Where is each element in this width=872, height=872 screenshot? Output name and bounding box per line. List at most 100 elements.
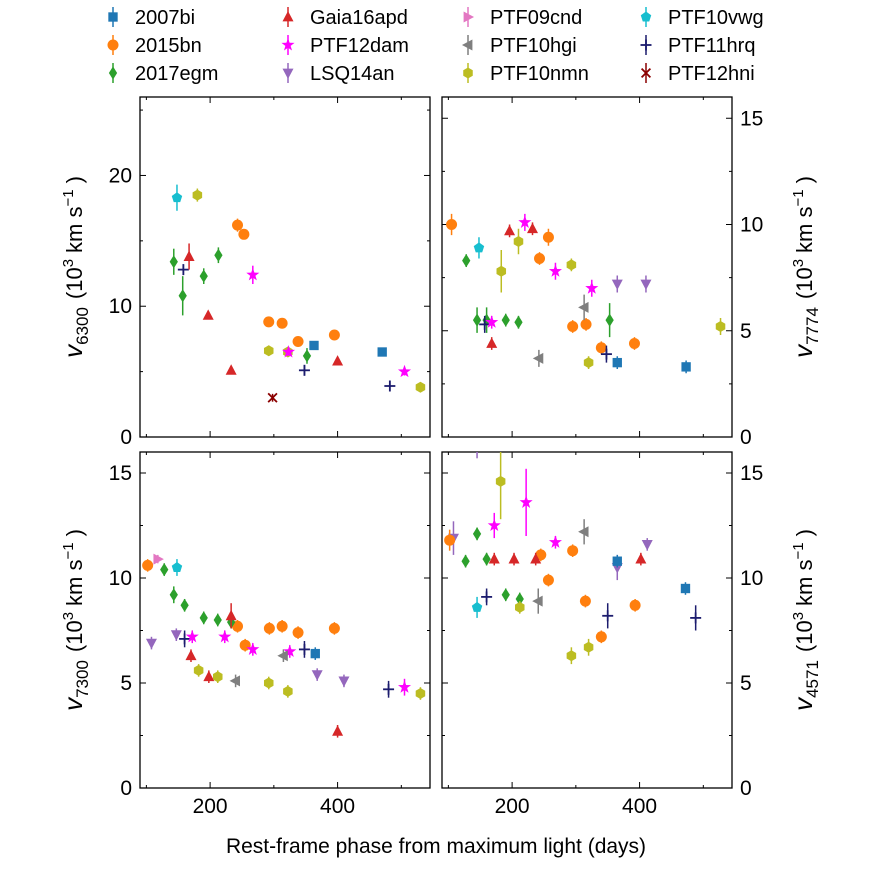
series-ptf09cnd (153, 553, 164, 565)
ticks (442, 452, 732, 789)
y-axis-label-part: km s (792, 560, 817, 606)
legend: 2007bi Gaia16apd PTF09cnd PTF10vwg 2015bn PTF… (107, 7, 764, 85)
series-ptf12dam (185, 629, 412, 696)
y-tick-label: 20 (109, 164, 132, 187)
y-tick-label: 10 (740, 567, 763, 590)
x-tick-label: 400 (320, 795, 355, 818)
data-point (169, 586, 178, 604)
legend-item-ptf10vwg: PTF10vwg (640, 7, 764, 29)
y-axis-label-part: 3 (60, 259, 77, 267)
y-tick-label: 5 (740, 320, 752, 343)
y-axis-label-part: km s (792, 207, 817, 253)
data-point (213, 670, 223, 683)
y-axis-label-part: v (58, 696, 88, 711)
series-2015bn (142, 559, 340, 652)
series-lsq14an (611, 275, 652, 293)
data-point (292, 336, 304, 348)
series-ptf10vwg (471, 596, 483, 618)
data-point (600, 345, 612, 363)
legend-item-gaia16apd: Gaia16apd (282, 7, 408, 29)
data-point (532, 588, 543, 614)
data-point (338, 674, 350, 688)
data-point (527, 222, 539, 236)
y-tick-label: 0 (740, 777, 752, 800)
y-axis-label-part: ) (792, 529, 817, 536)
data-point (185, 649, 197, 662)
legend-label: PTF10hgi (490, 35, 577, 57)
data-point (612, 554, 622, 568)
data-point (495, 452, 506, 520)
y-tick-label: 10 (109, 295, 132, 318)
data-point (213, 613, 222, 627)
y-axis-label-part: v (788, 343, 818, 358)
data-point (579, 594, 591, 608)
data-point (583, 356, 594, 369)
data-point (203, 670, 215, 683)
data-point (171, 559, 183, 576)
data-point (276, 317, 288, 329)
data-point (487, 512, 501, 539)
data-point (180, 598, 189, 612)
legend-marker-gaia16apd (282, 10, 294, 22)
y-axis-label: v7300 (103 km s−1) (58, 529, 92, 711)
y-axis-label-part: v (58, 343, 88, 358)
data-point (267, 392, 278, 403)
data-point (170, 628, 182, 641)
data-point (277, 649, 288, 662)
data-point (681, 360, 691, 374)
data-point (415, 381, 426, 393)
data-point (612, 356, 622, 369)
legend-marker-2015bn (107, 39, 119, 51)
data-point (185, 629, 199, 644)
y-axis-label-part: ) (62, 529, 87, 536)
y-axis-label-part: v (788, 696, 818, 711)
data-point (153, 553, 164, 565)
data-point (629, 599, 641, 612)
data-point (605, 303, 614, 338)
data-point (534, 252, 546, 265)
series-gaia16apd (486, 222, 539, 350)
data-point (298, 641, 310, 658)
y-axis-label-part: (10 (792, 620, 817, 652)
data-point (481, 588, 493, 606)
data-point (482, 552, 491, 566)
y-axis-label-part: −1 (60, 189, 77, 206)
data-points (169, 184, 426, 403)
panel-4571: 0 5 10 15 200 400 v4571 (103 km s−1) (441, 451, 822, 818)
y-tick-label: 10 (740, 214, 763, 237)
data-point (169, 248, 178, 275)
data-point (446, 213, 458, 236)
series-ptf10nmn (496, 228, 726, 369)
data-point (177, 264, 189, 276)
data-point (192, 188, 203, 202)
data-point (532, 349, 544, 367)
legend-label: PTF09cnd (490, 7, 582, 29)
panel-6300: 0 10 20 v6300 (103 km s−1) (58, 96, 431, 449)
legend-marker-2007bi (108, 12, 118, 22)
data-point (183, 243, 195, 270)
legend-label: LSQ14an (310, 63, 395, 85)
data-point (302, 348, 312, 364)
y-axis-label-part: 4571 (803, 660, 822, 698)
data-point (397, 364, 412, 378)
panel-7774: 0 5 10 15 v7774 (103 km s−1) (441, 96, 822, 449)
data-point (232, 218, 244, 232)
series-2015bn (444, 529, 641, 644)
data-point (635, 552, 647, 566)
y-tick-label: 5 (120, 672, 132, 695)
legend-marker-ptf09cnd (463, 11, 475, 23)
series-gaia16apd (185, 603, 344, 738)
legend-item-ptf12dam: PTF12dam (281, 35, 409, 57)
legend-marker-ptf10nmn (463, 67, 473, 79)
data-point (514, 315, 523, 329)
panel-frame (441, 96, 733, 438)
legend-label: PTF10vwg (668, 7, 764, 29)
data-point (160, 563, 169, 577)
series-ptf11hrq (479, 315, 612, 363)
y-axis-label-part: (10 (62, 267, 87, 299)
legend-label: PTF12dam (310, 35, 409, 57)
data-point (548, 262, 562, 280)
data-point (690, 605, 702, 631)
